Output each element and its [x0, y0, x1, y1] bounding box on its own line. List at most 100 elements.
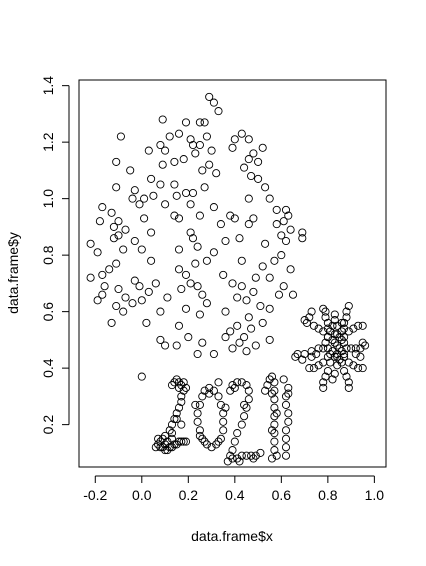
data-point — [137, 296, 146, 305]
data-point — [281, 392, 291, 401]
data-point — [237, 420, 246, 429]
data-point — [256, 448, 265, 457]
data-point — [86, 273, 95, 282]
data-point — [112, 183, 121, 192]
data-point — [340, 318, 349, 327]
data-point — [319, 378, 328, 387]
data-point — [281, 451, 291, 460]
data-point — [342, 313, 351, 322]
data-point — [358, 321, 367, 330]
data-point — [267, 372, 277, 381]
data-point — [223, 457, 232, 466]
data-point — [321, 338, 330, 347]
data-point — [244, 194, 253, 203]
data-point — [195, 118, 204, 127]
data-point — [161, 431, 170, 440]
data-point — [319, 304, 328, 313]
data-point — [302, 318, 311, 327]
data-point — [95, 217, 104, 226]
data-point — [361, 341, 370, 350]
data-point — [147, 174, 156, 183]
y-tick-label: 0.6 — [40, 302, 56, 322]
data-point — [284, 383, 293, 392]
data-point — [202, 299, 211, 308]
data-point — [270, 256, 279, 265]
data-point — [291, 352, 300, 361]
data-point — [205, 383, 214, 392]
data-point — [216, 434, 225, 443]
data-point — [161, 446, 170, 455]
data-point — [193, 282, 202, 291]
data-point — [340, 338, 349, 347]
data-point — [128, 299, 137, 308]
data-point — [181, 118, 191, 127]
y-tick-label: 0.4 — [40, 358, 56, 378]
data-point — [216, 220, 225, 229]
data-point — [193, 409, 202, 418]
data-point — [265, 375, 274, 384]
data-point — [267, 389, 277, 398]
data-point — [321, 313, 330, 322]
data-point — [347, 344, 356, 353]
data-point — [272, 220, 281, 229]
data-point — [351, 349, 360, 359]
data-point — [263, 381, 272, 390]
data-point — [237, 282, 246, 291]
x-tick-label: 0.4 — [225, 487, 245, 503]
data-point — [221, 333, 230, 342]
data-point — [323, 366, 332, 376]
y-tick-label: 0.2 — [40, 415, 56, 435]
data-point — [265, 194, 274, 203]
data-point — [172, 414, 181, 424]
data-point — [207, 443, 216, 452]
data-point — [286, 265, 295, 274]
data-point — [219, 417, 228, 426]
data-point — [251, 273, 260, 282]
data-point — [240, 400, 249, 409]
data-point — [340, 349, 349, 359]
data-point — [244, 220, 253, 229]
data-point — [284, 389, 293, 398]
data-point — [170, 378, 179, 387]
data-point — [337, 318, 346, 327]
data-point — [335, 333, 344, 342]
data-point — [200, 118, 209, 127]
data-point — [279, 217, 288, 226]
data-point — [277, 231, 286, 240]
data-point — [242, 347, 251, 356]
data-point — [114, 217, 123, 226]
data-point — [177, 381, 186, 390]
data-point — [212, 169, 221, 178]
data-point — [137, 245, 146, 254]
data-point — [200, 437, 209, 446]
data-point — [314, 361, 323, 370]
data-point — [349, 361, 358, 370]
data-point — [333, 330, 342, 339]
data-point — [240, 163, 249, 172]
data-point — [281, 426, 291, 435]
data-point — [163, 437, 172, 446]
data-point — [177, 420, 186, 429]
data-point — [188, 188, 198, 198]
data-point — [323, 333, 332, 342]
data-point — [244, 135, 253, 144]
data-point — [172, 191, 181, 200]
data-point — [337, 358, 346, 367]
data-point — [209, 98, 218, 107]
data-point — [305, 313, 314, 322]
data-point — [328, 335, 337, 344]
data-point — [286, 225, 295, 234]
data-point — [244, 155, 253, 164]
data-point — [193, 349, 202, 359]
data-point — [172, 341, 181, 350]
data-point — [107, 208, 116, 217]
data-point — [186, 135, 195, 144]
data-point — [319, 383, 328, 392]
data-point — [342, 372, 351, 381]
data-point — [135, 200, 144, 209]
data-point — [165, 132, 174, 141]
data-point — [205, 389, 214, 398]
data-point — [267, 426, 277, 435]
data-point — [174, 214, 184, 223]
data-point — [240, 412, 249, 421]
